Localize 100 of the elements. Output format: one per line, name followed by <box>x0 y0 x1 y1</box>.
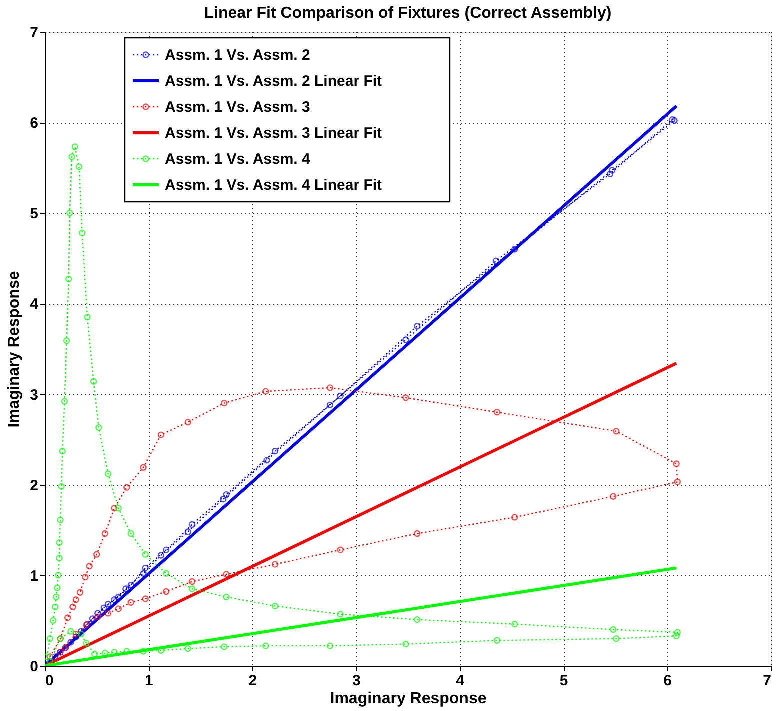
point <box>90 378 98 385</box>
point <box>184 528 192 536</box>
point <box>613 428 620 435</box>
point <box>79 230 86 236</box>
point <box>122 586 130 592</box>
point <box>610 626 617 634</box>
point <box>608 167 616 174</box>
point <box>158 432 164 438</box>
y-tick-label: 5 <box>30 206 38 223</box>
point <box>59 448 66 455</box>
point <box>86 563 93 570</box>
x-tick-label: 4 <box>456 672 466 690</box>
x-axis-title: Imaginary Response <box>330 690 487 708</box>
point <box>45 654 50 660</box>
point <box>184 419 192 426</box>
point <box>337 611 344 618</box>
point <box>492 258 500 264</box>
point <box>56 554 63 562</box>
point <box>66 210 74 216</box>
point <box>70 604 76 610</box>
point <box>223 594 230 600</box>
point <box>104 601 112 608</box>
y-tick-label: 1 <box>30 568 38 585</box>
point <box>76 589 84 596</box>
point <box>674 629 681 636</box>
point <box>104 470 112 478</box>
point <box>46 635 54 642</box>
point <box>68 154 76 160</box>
point <box>128 530 134 538</box>
point <box>142 551 149 558</box>
point <box>414 616 421 624</box>
point <box>402 640 410 648</box>
point <box>326 402 334 408</box>
point <box>72 630 80 638</box>
point <box>111 505 118 512</box>
point <box>56 539 63 546</box>
point <box>163 588 170 596</box>
point <box>221 644 228 650</box>
point <box>115 606 122 612</box>
point <box>68 628 74 635</box>
point <box>53 594 60 600</box>
x-tick-label: 2 <box>248 672 258 690</box>
point <box>184 645 192 652</box>
y-tick-label: 0 <box>30 658 38 676</box>
point <box>111 596 118 604</box>
point <box>140 570 147 577</box>
point <box>402 336 410 344</box>
point <box>94 551 100 558</box>
point <box>58 483 65 490</box>
point <box>84 314 91 321</box>
point <box>613 635 620 642</box>
point <box>188 521 196 528</box>
point <box>511 621 518 628</box>
y-tick-label: 7 <box>30 24 38 42</box>
point <box>673 460 680 468</box>
point <box>326 384 334 392</box>
y-axis-title: Imaginary Response <box>6 271 24 428</box>
x-tick-label: 0 <box>46 672 54 690</box>
point <box>669 116 676 124</box>
point <box>128 582 134 589</box>
legend-label: Assm. 1 Vs. Assm. 4 <box>165 151 312 168</box>
point <box>66 276 72 283</box>
point <box>272 602 279 610</box>
point <box>46 654 54 660</box>
point <box>163 570 170 577</box>
point <box>337 546 344 554</box>
point <box>128 599 134 606</box>
point <box>94 614 102 620</box>
point <box>337 392 344 400</box>
point <box>262 388 270 395</box>
legend-label: Assm. 1 Vs. Assm. 3 <box>165 99 310 116</box>
point <box>115 505 122 512</box>
point <box>91 650 98 658</box>
point <box>163 546 170 554</box>
point <box>673 632 680 640</box>
point <box>54 584 61 592</box>
point <box>494 637 501 644</box>
point <box>606 170 614 178</box>
point <box>223 571 230 578</box>
point <box>102 530 108 538</box>
point <box>61 398 68 405</box>
point <box>82 574 89 581</box>
chart-title: Linear Fit Comparison of Fixtures (Correct Assembly) <box>204 5 612 22</box>
point <box>671 117 678 124</box>
point <box>100 604 108 612</box>
point <box>64 614 72 622</box>
point <box>72 634 80 640</box>
point <box>72 144 78 150</box>
point <box>674 478 681 486</box>
point <box>402 394 410 402</box>
point <box>72 596 80 604</box>
point <box>96 424 102 432</box>
point <box>326 642 334 650</box>
x-tick-label: 6 <box>664 672 672 690</box>
y-tick-label: 3 <box>30 386 38 404</box>
point <box>78 630 85 638</box>
point <box>414 530 421 538</box>
x-tick-label: 7 <box>763 672 772 690</box>
point <box>223 491 230 498</box>
point <box>50 617 57 624</box>
